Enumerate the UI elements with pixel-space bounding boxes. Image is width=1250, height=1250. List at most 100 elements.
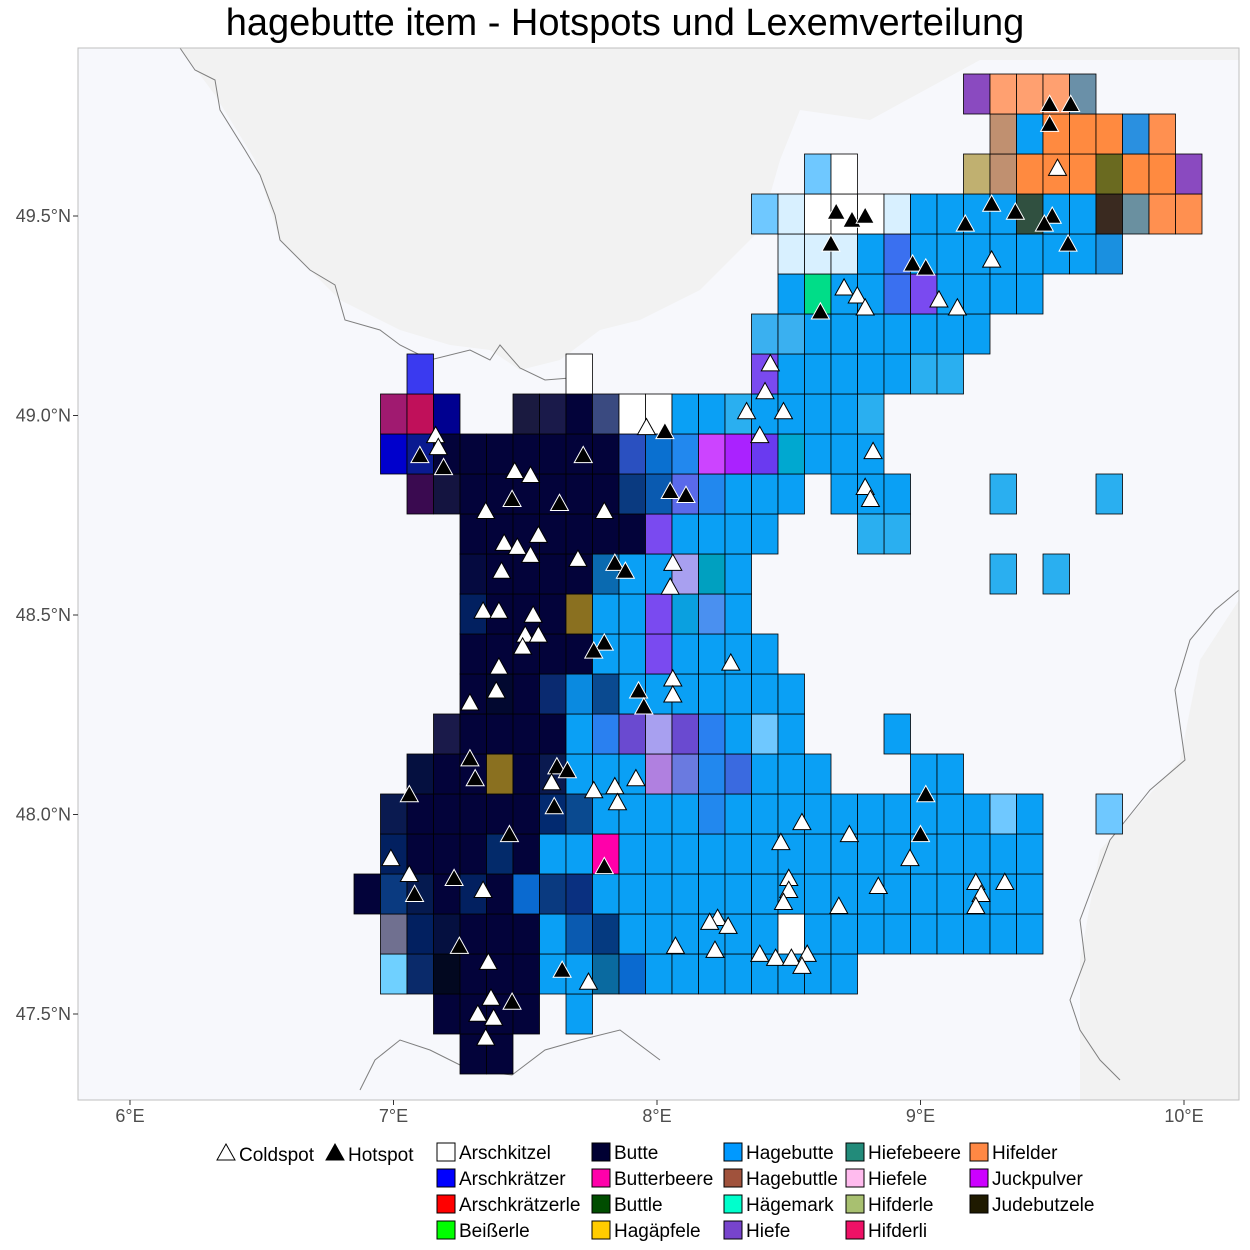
coldspot-marker — [486, 680, 507, 699]
legend-swatch — [591, 1220, 611, 1240]
grid-cell — [724, 433, 752, 475]
hotspot-marker — [594, 632, 615, 651]
grid-cell — [1016, 873, 1044, 915]
grid-cell — [751, 753, 779, 795]
coldspot-marker — [868, 876, 889, 895]
grid-cell — [777, 713, 805, 755]
grid-cell — [724, 473, 752, 515]
grid-cell — [486, 713, 514, 755]
coldspot-marker — [971, 884, 991, 902]
grid-cell — [433, 753, 461, 795]
coldspot-marker — [520, 545, 541, 563]
hotspot-marker — [404, 884, 425, 902]
hotspot-marker — [615, 561, 636, 579]
hotspot-marker — [826, 201, 847, 220]
grid-cell — [618, 873, 646, 915]
grid-cell — [645, 713, 673, 755]
grid-cell — [486, 873, 514, 915]
grid-cell — [751, 913, 779, 955]
hotspot-marker — [410, 445, 430, 464]
hotspot-marker — [655, 421, 675, 440]
grid-cell — [539, 393, 567, 435]
grid-cell — [751, 633, 779, 675]
grid-cell — [698, 833, 726, 875]
grid-cell — [989, 113, 1017, 155]
grid-cell — [724, 553, 752, 595]
grid-cell — [804, 353, 832, 395]
legend-swatch — [845, 1142, 865, 1162]
grid-cell — [698, 793, 726, 835]
grid-cell — [618, 433, 646, 475]
grid-cell — [883, 913, 911, 955]
grid-cell — [353, 873, 381, 915]
grid-cell — [830, 393, 858, 435]
grid-cell — [618, 953, 646, 995]
grid-cell — [830, 473, 858, 515]
grid-cell — [804, 873, 832, 915]
legend-label: Butte — [614, 1143, 658, 1164]
x-tick-label: 7°E — [379, 1106, 408, 1126]
grid-cell — [618, 633, 646, 675]
grid-cell — [724, 753, 752, 795]
grid-cell — [406, 913, 434, 955]
grid-cell — [512, 793, 540, 835]
grid-cell — [698, 633, 726, 675]
grid-cell — [671, 753, 699, 795]
grid-cell — [698, 593, 726, 635]
grid-cell — [698, 953, 726, 995]
grid-cell — [380, 953, 408, 995]
legend-label: Arschkrätzerle — [459, 1195, 580, 1216]
grid-cell — [989, 153, 1017, 195]
grid-cell — [857, 393, 885, 435]
hotspot-marker — [594, 856, 615, 875]
axis-labels: 6°E 7°E 8°E 9°E 10°E 47.5°N 48.0°N 48.5°N 49.0°N… — [16, 206, 1204, 1126]
hotspot-marker — [1039, 94, 1060, 112]
grid-cell — [698, 393, 726, 435]
grid-cell — [963, 273, 991, 315]
grid-cell — [406, 953, 434, 995]
coldspot-marker — [797, 944, 818, 962]
grid-cell — [751, 873, 779, 915]
grid-cell — [989, 833, 1017, 875]
coldspot-marker — [749, 944, 770, 962]
coldspot-marker — [523, 604, 544, 623]
y-tick-label: 48.5°N — [16, 605, 71, 625]
grid-cell — [883, 713, 911, 755]
grid-cell — [1016, 153, 1044, 195]
coldspot-marker — [778, 880, 799, 899]
coldspot-marker — [839, 824, 860, 843]
coldspot-marker — [568, 549, 588, 567]
grid-cell — [777, 433, 805, 475]
coldspot-marker — [583, 780, 604, 799]
legend-swatch — [723, 1194, 743, 1214]
legend-label: Hiefele — [868, 1169, 927, 1190]
grid-cell — [539, 913, 567, 955]
grid-cell — [459, 513, 487, 555]
hotspot-marker — [628, 680, 649, 699]
grid-cell — [936, 913, 964, 955]
coldspot-marker — [507, 537, 528, 555]
grid-cell — [1016, 833, 1044, 875]
grid-cell — [910, 753, 938, 795]
grid-cell — [433, 473, 461, 515]
grid-cell — [433, 393, 461, 435]
coldspot-marker — [428, 437, 449, 456]
grid-cell — [724, 673, 752, 715]
grid-cell — [804, 193, 832, 235]
grid-cell — [1148, 113, 1176, 155]
grid-cell — [830, 313, 858, 355]
hotspot-marker — [821, 233, 841, 252]
grid-cell — [671, 393, 699, 435]
coldspot-marker — [662, 684, 683, 703]
grid-cell — [645, 753, 673, 795]
grid-cell — [380, 913, 408, 955]
grid-cell — [830, 433, 858, 475]
grid-cell — [963, 73, 991, 115]
grid-cell — [618, 473, 646, 515]
grid-cell — [804, 393, 832, 435]
grid-cell — [963, 833, 991, 875]
legend-label: Hagebutte — [746, 1143, 834, 1164]
legend-swatch — [969, 1142, 989, 1162]
country-border-east — [1069, 589, 1240, 1081]
grid-cell — [512, 753, 540, 795]
